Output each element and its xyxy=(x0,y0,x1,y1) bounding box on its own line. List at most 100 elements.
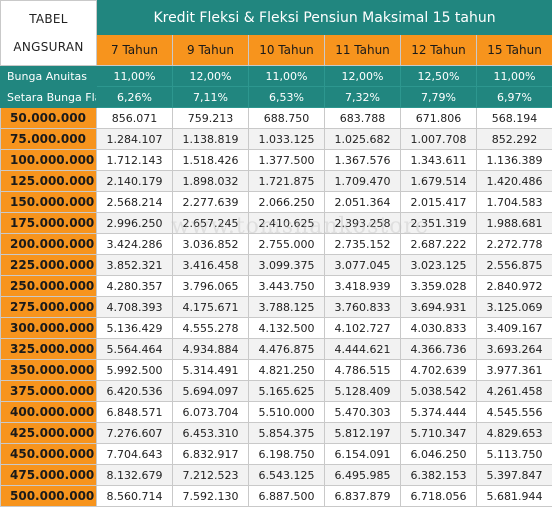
installment-cell: 3.418.939 xyxy=(324,275,401,297)
installment-cell: 6.453.310 xyxy=(172,422,249,444)
installment-cell: 4.934.884 xyxy=(172,338,249,360)
installment-cell: 5.854.375 xyxy=(248,422,325,444)
installment-cell: 7.212.523 xyxy=(172,464,249,486)
installment-cell: 2.755.000 xyxy=(248,233,325,255)
installment-cell: 5.038.542 xyxy=(400,380,477,402)
installment-cell: 2.272.778 xyxy=(475,233,552,255)
loan-amount-cell: 375.000.000 xyxy=(0,380,97,402)
installment-cell: 4.476.875 xyxy=(248,338,325,360)
table-row: 250.000.000 4.280.357 3.796.065 3.443.750 3.… xyxy=(0,275,552,297)
loan-amount-cell: 350.000.000 xyxy=(0,359,97,381)
table-row: 400.000.000 6.848.571 6.073.704 5.510.000 5.… xyxy=(0,401,552,423)
installment-cell: 5.681.944 xyxy=(475,485,552,507)
installment-cell: 2.051.364 xyxy=(324,191,401,213)
installment-cell: 3.693.264 xyxy=(475,338,552,360)
table-row: 75.000.000 1.284.107 1.138.819 1.033.125 1.0… xyxy=(0,128,552,150)
installment-cell: 5.113.750 xyxy=(475,443,552,465)
table-row: 200.000.000 3.424.286 3.036.852 2.755.000 2.… xyxy=(0,233,552,255)
table-corner-label: TABEL ANGSURAN xyxy=(0,0,97,66)
installment-cell: 3.788.125 xyxy=(248,296,325,318)
installment-cell: 6.073.704 xyxy=(172,401,249,423)
table-row: 350.000.000 5.992.500 5.314.491 4.821.250 4.… xyxy=(0,359,552,381)
installment-cell: 2.735.152 xyxy=(324,233,401,255)
installment-cell: 4.555.278 xyxy=(172,317,249,339)
installment-cell: 1.136.389 xyxy=(475,149,552,171)
loan-amount-cell: 175.000.000 xyxy=(0,212,97,234)
rate-value-cell: 6,53% xyxy=(248,86,325,108)
installment-cell: 3.036.852 xyxy=(172,233,249,255)
rate-label: Bunga Anuitas xyxy=(0,65,97,87)
installment-cell: 4.786.515 xyxy=(324,359,401,381)
installment-cell: 6.832.917 xyxy=(172,443,249,465)
table-row: 300.000.000 5.136.429 4.555.278 4.132.500 4.… xyxy=(0,317,552,339)
installment-cell: 4.280.357 xyxy=(96,275,173,297)
installment-cell: 683.788 xyxy=(324,107,401,129)
installment-cell: 5.165.625 xyxy=(248,380,325,402)
installment-cell: 4.030.833 xyxy=(400,317,477,339)
installment-cell: 4.821.250 xyxy=(248,359,325,381)
installment-cell: 2.568.214 xyxy=(96,191,173,213)
installment-cell: 5.992.500 xyxy=(96,359,173,381)
installment-cell: 1.518.426 xyxy=(172,149,249,171)
tenor-header-cell: 12 Tahun xyxy=(400,34,477,66)
rate-value-cell: 7,11% xyxy=(172,86,249,108)
installment-cell: 4.132.500 xyxy=(248,317,325,339)
installment-cell: 3.977.361 xyxy=(475,359,552,381)
installment-cell: 3.443.750 xyxy=(248,275,325,297)
installment-cell: 3.077.045 xyxy=(324,254,401,276)
rate-value-cell: 11,00% xyxy=(248,65,325,87)
installment-cell: 5.710.347 xyxy=(400,422,477,444)
table-row: 50.000.000 856.071 759.213 688.750 683.788 67… xyxy=(0,107,552,129)
corner-line-1: TABEL xyxy=(29,12,68,26)
tenor-header-cell: 15 Tahun xyxy=(475,34,552,66)
installment-cell: 1.712.143 xyxy=(96,149,173,171)
loan-amount-cell: 475.000.000 xyxy=(0,464,97,486)
table-row: 500.000.000 8.560.714 7.592.130 6.887.500 6.… xyxy=(0,485,552,507)
loan-amount-cell: 150.000.000 xyxy=(0,191,97,213)
installment-cell: 6.837.879 xyxy=(324,485,401,507)
installment-cell: 2.351.319 xyxy=(400,212,477,234)
table-title: Kredit Fleksi & Fleksi Pensiun Maksimal … xyxy=(95,0,552,35)
loan-amount-cell: 500.000.000 xyxy=(0,485,97,507)
installment-cell: 1.007.708 xyxy=(400,128,477,150)
loan-amount-cell: 400.000.000 xyxy=(0,401,97,423)
installment-cell: 6.382.153 xyxy=(400,464,477,486)
installment-cell: 7.276.607 xyxy=(96,422,173,444)
installment-cell: 3.023.125 xyxy=(400,254,477,276)
installment-cell: 2.015.417 xyxy=(400,191,477,213)
rate-row: Setara Bunga Flat 6,26% 7,11% 6,53% 7,32% 7,7… xyxy=(0,86,552,108)
loan-amount-cell: 100.000.000 xyxy=(0,149,97,171)
installment-cell: 2.066.250 xyxy=(248,191,325,213)
rate-value-cell: 6,26% xyxy=(96,86,173,108)
table-row: 375.000.000 6.420.536 5.694.097 5.165.625 5.… xyxy=(0,380,552,402)
installment-cell: 2.657.245 xyxy=(172,212,249,234)
installment-cell: 5.374.444 xyxy=(400,401,477,423)
loan-amount-cell: 275.000.000 xyxy=(0,296,97,318)
rate-row: Bunga Anuitas 11,00% 12,00% 11,00% 12,00% 12,… xyxy=(0,65,552,87)
installment-cell: 6.198.750 xyxy=(248,443,325,465)
installment-cell: 6.543.125 xyxy=(248,464,325,486)
rate-value-cell: 12,00% xyxy=(172,65,249,87)
tenor-header-cell: 10 Tahun xyxy=(248,34,325,66)
installment-cell: 5.694.097 xyxy=(172,380,249,402)
installment-cell: 3.694.931 xyxy=(400,296,477,318)
loan-amount-cell: 50.000.000 xyxy=(0,107,97,129)
installment-cell: 671.806 xyxy=(400,107,477,129)
installment-cell: 2.410.625 xyxy=(248,212,325,234)
installment-cell: 2.840.972 xyxy=(475,275,552,297)
table-row: 325.000.000 5.564.464 4.934.884 4.476.875 4.… xyxy=(0,338,552,360)
table-row: 125.000.000 2.140.179 1.898.032 1.721.875 1.… xyxy=(0,170,552,192)
installment-cell: 6.495.985 xyxy=(324,464,401,486)
installment-cell: 1.988.681 xyxy=(475,212,552,234)
installment-cell: 1.377.500 xyxy=(248,149,325,171)
table-row: 100.000.000 1.712.143 1.518.426 1.377.500 1.… xyxy=(0,149,552,171)
installment-cell: 4.175.671 xyxy=(172,296,249,318)
loan-amount-cell: 425.000.000 xyxy=(0,422,97,444)
installment-cell: 3.359.028 xyxy=(400,275,477,297)
installment-cell: 1.284.107 xyxy=(96,128,173,150)
rate-value-cell: 11,00% xyxy=(96,65,173,87)
rate-value-cell: 7,32% xyxy=(324,86,401,108)
installment-cell: 1.704.583 xyxy=(475,191,552,213)
corner-line-2: ANGSURAN xyxy=(13,40,84,54)
installment-cell: 5.136.429 xyxy=(96,317,173,339)
